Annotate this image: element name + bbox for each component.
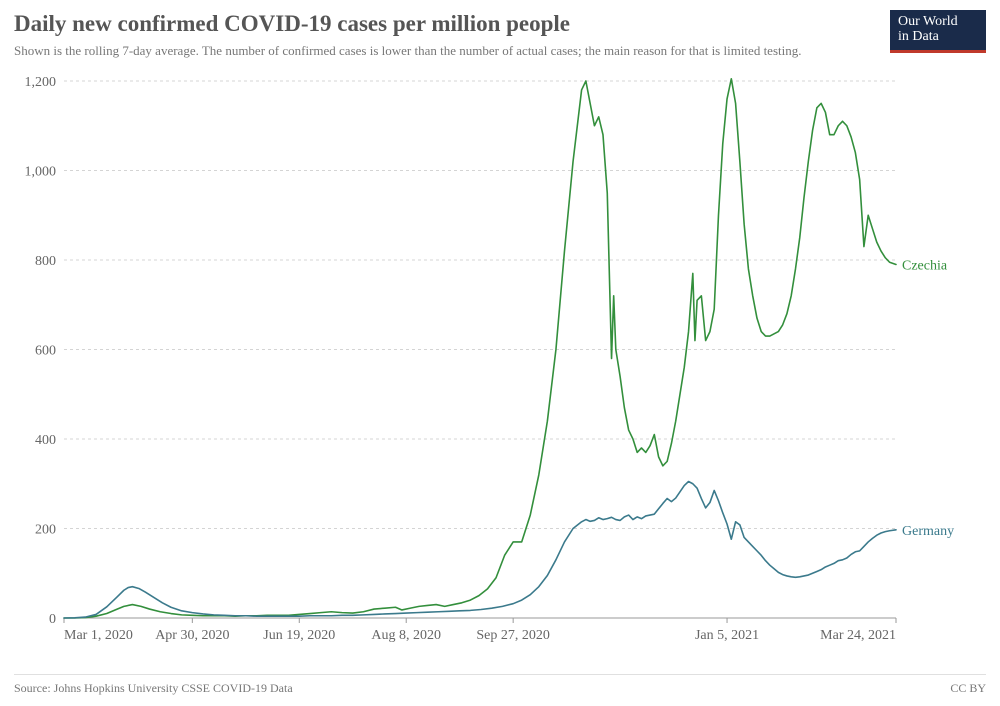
x-tick-label: Mar 1, 2020 — [64, 628, 133, 643]
x-tick-label: Jan 5, 2021 — [695, 628, 759, 643]
x-tick-label: Aug 8, 2020 — [371, 628, 441, 643]
license-text: CC BY — [950, 681, 986, 696]
chart-header: Daily new confirmed COVID-19 cases per m… — [14, 10, 986, 59]
y-tick-label: 0 — [49, 612, 56, 627]
source-text: Source: Johns Hopkins University CSSE CO… — [14, 681, 293, 696]
y-tick-label: 1,200 — [25, 75, 57, 90]
y-tick-label: 600 — [35, 344, 56, 359]
x-tick-label: Apr 30, 2020 — [155, 628, 229, 643]
series-line-czechia — [64, 79, 896, 618]
chart-plot-area: 0 200 400 600 800 1,000 1,200 Mar 1, 2020 Apr 30… — [14, 73, 986, 653]
chart-footer: Source: Johns Hopkins University CSSE CO… — [14, 674, 986, 696]
series-label-germany: Germany — [902, 524, 954, 539]
chart-container: Our World in Data Daily new confirmed CO… — [0, 0, 1000, 706]
y-tick-label: 800 — [35, 254, 56, 269]
chart-title: Daily new confirmed COVID-19 cases per m… — [14, 10, 876, 38]
chart-svg: 0 200 400 600 800 1,000 1,200 Mar 1, 2020 Apr 30… — [14, 73, 986, 653]
x-tick-label: Jun 19, 2020 — [263, 628, 335, 643]
x-tick-label: Mar 24, 2021 — [820, 628, 896, 643]
series-label-czechia: Czechia — [902, 259, 948, 274]
y-tick-label: 200 — [35, 523, 56, 538]
chart-subtitle: Shown is the rolling 7-day average. The … — [14, 42, 876, 60]
y-tick-label: 400 — [35, 433, 56, 448]
series-line-germany — [64, 482, 896, 618]
y-tick-label: 1,000 — [25, 165, 57, 180]
x-tick-label: Sep 27, 2020 — [476, 628, 550, 643]
